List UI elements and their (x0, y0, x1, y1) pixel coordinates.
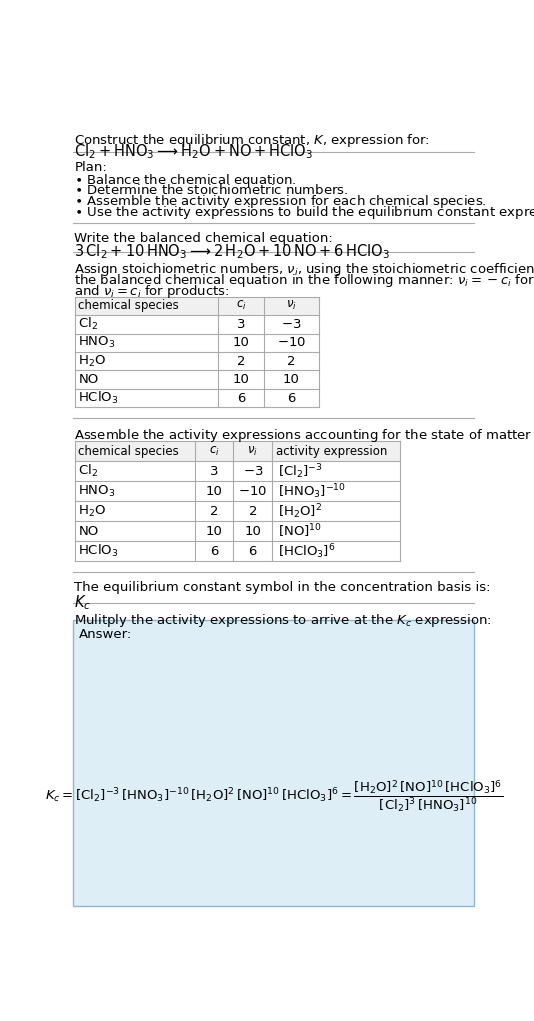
Text: 10: 10 (245, 525, 261, 538)
Text: 10: 10 (206, 485, 223, 498)
Text: $-10$: $-10$ (238, 485, 267, 498)
Text: $\nu_i$: $\nu_i$ (247, 445, 258, 457)
Text: $\mathrm{H_2O}$: $\mathrm{H_2O}$ (78, 503, 106, 519)
Text: 2: 2 (237, 354, 246, 368)
Text: $-3$: $-3$ (242, 465, 263, 478)
Text: chemical species: chemical species (78, 445, 179, 457)
Text: NO: NO (78, 525, 99, 538)
Text: $c_i$: $c_i$ (236, 299, 247, 312)
Text: 2: 2 (287, 354, 296, 368)
Text: 3: 3 (237, 318, 246, 331)
Text: $\mathrm{HNO_3}$: $\mathrm{HNO_3}$ (78, 335, 116, 350)
Text: $[\mathrm{HNO_3}]^{-10}$: $[\mathrm{HNO_3}]^{-10}$ (278, 482, 347, 500)
Text: activity expression: activity expression (276, 445, 387, 457)
Text: $\mathrm{H_2O}$: $\mathrm{H_2O}$ (78, 353, 106, 369)
Text: $\mathrm{HNO_3}$: $\mathrm{HNO_3}$ (78, 484, 116, 499)
Text: $[\mathrm{NO}]^{10}$: $[\mathrm{NO}]^{10}$ (278, 523, 323, 540)
Bar (75, 441, 400, 461)
Text: NO: NO (78, 374, 99, 386)
Text: 6: 6 (287, 392, 296, 404)
Text: Assign stoichiometric numbers, $\nu_i$, using the stoichiometric coefficients, $: Assign stoichiometric numbers, $\nu_i$, … (75, 261, 534, 278)
Text: $[\mathrm{H_2O}]^{2}$: $[\mathrm{H_2O}]^{2}$ (278, 502, 323, 521)
Text: $[\mathrm{HClO_3}]^{6}$: $[\mathrm{HClO_3}]^{6}$ (278, 542, 336, 561)
Text: 10: 10 (233, 336, 249, 349)
Text: $-3$: $-3$ (281, 318, 302, 331)
Text: $K_c = [\mathrm{Cl_2}]^{-3}\,[\mathrm{HNO_3}]^{-10}\,[\mathrm{H_2O}]^{2}\,[\math: $K_c = [\mathrm{Cl_2}]^{-3}\,[\mathrm{HN… (45, 779, 502, 815)
Text: $[\mathrm{Cl_2}]^{-3}$: $[\mathrm{Cl_2}]^{-3}$ (278, 461, 323, 481)
Bar (73, 620, 474, 906)
Text: Assemble the activity expressions accounting for the state of matter and $\nu_i$: Assemble the activity expressions accoun… (75, 428, 534, 444)
Text: and $\nu_i = c_i$ for products:: and $\nu_i = c_i$ for products: (75, 283, 230, 300)
Text: Write the balanced chemical equation:: Write the balanced chemical equation: (75, 232, 333, 245)
Text: 3: 3 (210, 465, 218, 478)
Text: 6: 6 (210, 545, 218, 557)
Text: $\bullet$ Use the activity expressions to build the equilibrium constant express: $\bullet$ Use the activity expressions t… (75, 204, 534, 222)
Text: 10: 10 (233, 374, 249, 386)
Text: $\bullet$ Determine the stoichiometric numbers.: $\bullet$ Determine the stoichiometric n… (75, 183, 349, 197)
Text: $\mathrm{Cl_2}$: $\mathrm{Cl_2}$ (78, 317, 98, 332)
Text: Construct the equilibrium constant, $K$, expression for:: Construct the equilibrium constant, $K$,… (75, 132, 430, 149)
Text: the balanced chemical equation in the following manner: $\nu_i = -c_i$ for react: the balanced chemical equation in the fo… (75, 272, 534, 289)
Text: $K_c$: $K_c$ (75, 594, 92, 613)
Text: 2: 2 (248, 504, 257, 518)
Text: 10: 10 (206, 525, 223, 538)
Text: 6: 6 (237, 392, 245, 404)
Text: $\bullet$ Balance the chemical equation.: $\bullet$ Balance the chemical equation. (75, 172, 297, 189)
Text: Answer:: Answer: (79, 628, 132, 640)
Text: Plan:: Plan: (75, 161, 107, 174)
Text: $-10$: $-10$ (277, 336, 306, 349)
Text: $c_i$: $c_i$ (209, 445, 219, 457)
Text: 2: 2 (210, 504, 218, 518)
Text: $\mathrm{Cl_2 + HNO_3 \longrightarrow H_2O + NO + HClO_3}$: $\mathrm{Cl_2 + HNO_3 \longrightarrow H_… (75, 143, 313, 161)
Text: Mulitply the activity expressions to arrive at the $K_c$ expression:: Mulitply the activity expressions to arr… (75, 613, 492, 629)
Text: $\mathrm{HClO_3}$: $\mathrm{HClO_3}$ (78, 390, 119, 406)
Text: 6: 6 (248, 545, 257, 557)
Text: $\nu_i$: $\nu_i$ (286, 299, 297, 312)
Text: $\mathrm{Cl_2}$: $\mathrm{Cl_2}$ (78, 464, 98, 480)
Text: chemical species: chemical species (78, 299, 179, 312)
Text: The equilibrium constant symbol in the concentration basis is:: The equilibrium constant symbol in the c… (75, 581, 491, 594)
Text: $\mathrm{3\,Cl_2 + 10\,HNO_3 \longrightarrow 2\,H_2O + 10\,NO + 6\,HClO_3}$: $\mathrm{3\,Cl_2 + 10\,HNO_3 \longrighta… (75, 243, 391, 261)
Text: 10: 10 (283, 374, 300, 386)
Text: $\bullet$ Assemble the activity expression for each chemical species.: $\bullet$ Assemble the activity expressi… (75, 193, 487, 210)
Bar (75, 296, 319, 315)
Text: $\mathrm{HClO_3}$: $\mathrm{HClO_3}$ (78, 543, 119, 560)
